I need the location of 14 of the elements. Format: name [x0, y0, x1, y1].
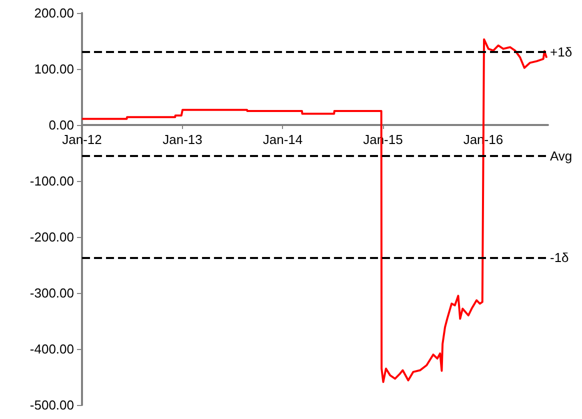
x-tick-label: Jan-12 — [62, 132, 102, 147]
ref-line-label: -1δ — [550, 250, 569, 266]
y-tick-label: 100.00 — [34, 62, 74, 76]
y-tick-label: -500.00 — [30, 398, 74, 412]
y-tick-label: 0.00 — [48, 118, 74, 132]
y-tick-label: -300.00 — [30, 286, 74, 300]
x-tick-label: Jan-13 — [162, 132, 202, 147]
y-tick-label: -200.00 — [30, 230, 74, 244]
y-tick-label: -400.00 — [30, 342, 74, 356]
x-tick-label: Jan-14 — [262, 132, 303, 147]
ref-line-label: +1δ — [550, 44, 572, 60]
y-tick-label: -100.00 — [30, 174, 74, 188]
ref-line-label: Avg — [550, 148, 572, 164]
y-tick-label: 200.00 — [34, 6, 74, 20]
